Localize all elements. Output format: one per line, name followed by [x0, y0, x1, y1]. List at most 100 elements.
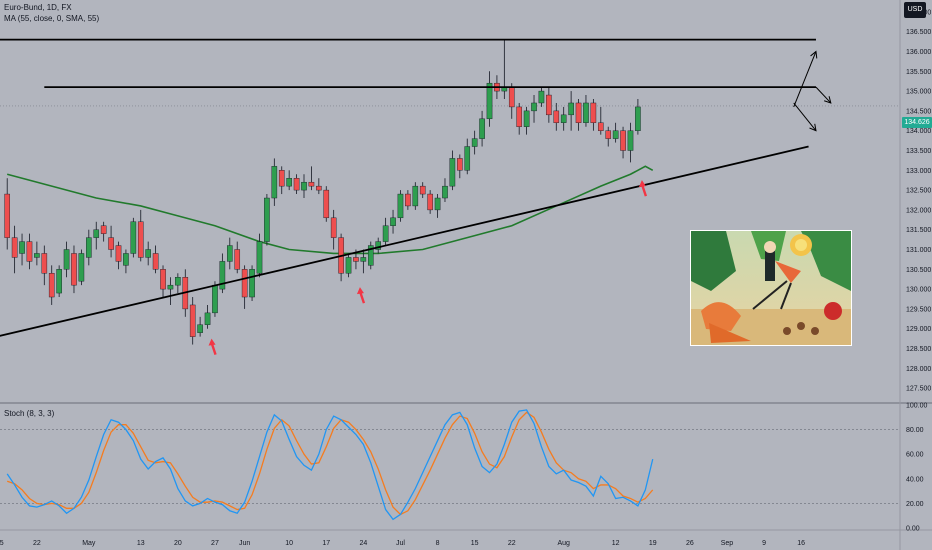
time-tick-label: 22 [33, 540, 41, 547]
time-tick-label: 20 [174, 540, 182, 547]
candle-body [345, 257, 352, 274]
candle-body [93, 229, 100, 238]
time-tick-label: 15 [0, 540, 4, 547]
candles [4, 39, 641, 345]
price-tick-label: 131.000 [906, 247, 931, 254]
candle-body [479, 118, 485, 139]
price-tick-label: 133.500 [906, 148, 931, 155]
stoch-pane [0, 409, 900, 521]
candle-body [434, 197, 441, 211]
candle-body [568, 102, 574, 116]
time-axis[interactable]: 15 22 May 13 20 27 Jun 10 17 24 Jul 8 15 22 Aug 12 19 26 S… [0, 540, 805, 547]
ma-legend[interactable]: MA (55, close, 0, SMA, 55) [4, 14, 100, 23]
candle-body [48, 273, 55, 298]
candle-body [278, 170, 285, 187]
candle-body [130, 221, 137, 254]
price-tick-label: 130.000 [906, 287, 931, 294]
candle-body [449, 158, 456, 187]
stoch-legend[interactable]: Stoch (8, 3, 3) [4, 409, 55, 418]
time-tick-label: 10 [285, 540, 293, 547]
candle-body [560, 114, 567, 123]
candle-body [546, 94, 552, 116]
candle-body [160, 269, 166, 290]
time-tick-label: 27 [211, 540, 219, 547]
candle-body [382, 225, 389, 242]
candle-body [620, 130, 626, 151]
time-tick-label: 16 [797, 540, 805, 547]
projection-arrow [793, 102, 817, 132]
stoch-k-line [6, 409, 654, 521]
candle-body [390, 217, 396, 226]
candle-body [78, 253, 85, 282]
symbol-legend[interactable]: Euro-Bund, 1D, FX [4, 3, 72, 12]
candle-body [167, 284, 174, 290]
signal-arrow-head [356, 287, 364, 295]
candle-body [212, 284, 218, 314]
candle-body [323, 189, 330, 219]
candle-body [531, 102, 537, 112]
projection-arrow-head [810, 50, 818, 59]
candle-body [115, 245, 122, 262]
price-tick-label: 130.500 [906, 267, 931, 274]
price-tick-label: 128.500 [906, 346, 931, 353]
price-axis[interactable]: 137.000136.500136.000135.500135.000134.5… [906, 9, 931, 392]
price-tick-label: 132.500 [906, 188, 931, 195]
candle-body [293, 178, 300, 191]
candle-body [486, 82, 493, 120]
currency-button[interactable]: USD [904, 2, 926, 18]
time-tick-label: 19 [649, 540, 657, 547]
candle-body [308, 181, 315, 187]
candle-body [286, 178, 292, 187]
stoch-tick-label: 20.00 [906, 501, 924, 508]
trend-line [0, 145, 809, 337]
candle-body [264, 197, 270, 242]
price-tick-label: 131.500 [906, 227, 931, 234]
candle-body [241, 269, 248, 298]
signal-arrow-head [638, 180, 646, 188]
candle-body [100, 225, 107, 234]
candle-body [226, 245, 233, 262]
candle-body [442, 185, 448, 199]
projection-arrow [815, 86, 832, 104]
price-tick-label: 134.500 [906, 108, 931, 115]
candle-body [56, 269, 62, 294]
candle-body [4, 193, 10, 238]
candle-body [405, 193, 411, 207]
stoch-axis[interactable]: 100.00 80.00 60.00 40.00 20.00 0.00 [906, 403, 928, 533]
price-tick-label: 135.500 [906, 69, 931, 76]
price-tick-label: 128.000 [906, 366, 931, 373]
candle-body [86, 237, 92, 258]
cartoon-illustration [690, 230, 852, 346]
time-tick-label: 13 [137, 540, 145, 547]
candle-body [627, 130, 634, 151]
projection-arrow [793, 51, 817, 108]
candle-body [34, 253, 40, 258]
time-tick-label: Aug [557, 540, 570, 547]
stoch-tick-label: 80.00 [906, 427, 924, 434]
candle-body [197, 324, 203, 333]
candle-body [108, 237, 114, 250]
price-tick-label: 132.000 [906, 207, 931, 214]
candle-body [612, 130, 619, 139]
candle-body [152, 253, 159, 270]
candle-body [457, 158, 463, 171]
time-tick-label: 8 [436, 540, 440, 547]
price-tick-label: 127.500 [906, 386, 931, 393]
price-tick-label: 129.000 [906, 326, 931, 333]
candle-body [553, 110, 560, 123]
candle-body [63, 249, 70, 270]
candle-body [175, 277, 181, 286]
stoch-d-line [6, 411, 654, 516]
candle-body [301, 181, 307, 191]
price-tick-label: 136.500 [906, 29, 931, 36]
time-tick-label: 9 [762, 540, 766, 547]
candle-body [26, 241, 33, 262]
projection-arrow-head [809, 123, 817, 132]
candle-body [367, 245, 374, 266]
stoch-tick-label: 40.00 [906, 476, 924, 483]
candle-body [412, 185, 419, 207]
candle-body [538, 90, 545, 104]
candle-body [605, 130, 612, 139]
